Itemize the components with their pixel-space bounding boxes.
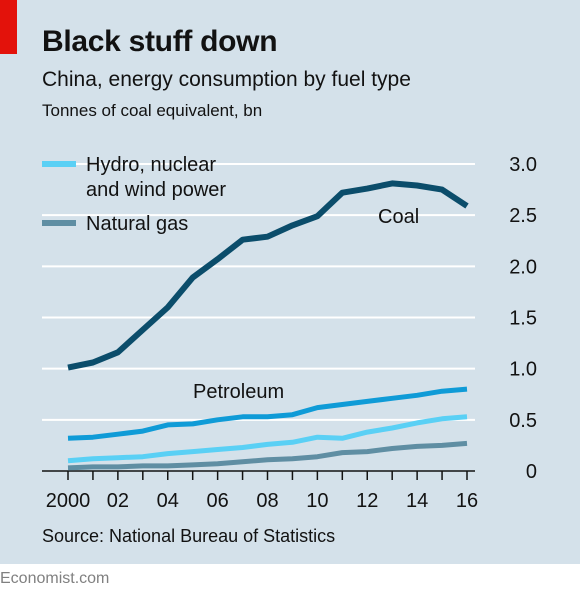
chart-subtitle: China, energy consumption by fuel type [42, 68, 411, 91]
x-tick-label: 06 [207, 490, 229, 512]
y-tick-label: 2.5 [509, 205, 537, 227]
chart-panel [0, 0, 580, 564]
x-tick-label: 04 [157, 490, 179, 512]
series-line-natural-gas [67, 440, 468, 471]
x-tick-label: 14 [406, 490, 428, 512]
series-line-hydro-nuclear-and-wind-power [67, 414, 468, 464]
y-tick-label: 0.5 [509, 410, 537, 432]
x-tick-label: 02 [107, 490, 129, 512]
x-tick-label: 12 [356, 490, 378, 512]
source-note: Source: National Bureau of Statistics [42, 526, 336, 546]
units-label: Tonnes of coal equivalent, bn [42, 101, 263, 120]
series-label-coal: Coal [378, 206, 419, 228]
series-line-coal [67, 180, 469, 371]
y-tick-label: 0 [526, 461, 537, 483]
chart-title: Black stuff down [42, 25, 278, 58]
y-tick-label: 2.0 [509, 256, 537, 278]
legend: Hydro, nuclear and wind power Natural gas [42, 154, 226, 235]
x-tick-label: 08 [256, 490, 278, 512]
series-labels: Coal Petroleum [193, 206, 419, 403]
x-tick-label: 10 [306, 490, 328, 512]
footer-credit: Economist.com [0, 570, 110, 587]
series-label-petroleum: Petroleum [193, 381, 284, 403]
x-tick-label: 16 [456, 490, 478, 512]
y-tick-label: 1.5 [509, 308, 537, 330]
series-line-petroleum [67, 386, 468, 441]
y-tick-label: 3.0 [509, 154, 537, 176]
series-lines [67, 180, 469, 471]
y-tick-label: 1.0 [509, 359, 537, 381]
gridlines [42, 163, 475, 421]
legend-label-natural-gas: Natural gas [86, 213, 188, 235]
x-tick-label: 2000 [46, 490, 91, 512]
legend-label-hydro-line1: Hydro, nuclear [86, 154, 216, 176]
axes: 0 0.5 1.0 1.5 2.0 2.5 3.0 2000 02 04 06 08 10 12 14 16 [42, 154, 537, 512]
legend-label-hydro-line2: and wind power [86, 179, 226, 201]
brand-tag [0, 0, 17, 54]
